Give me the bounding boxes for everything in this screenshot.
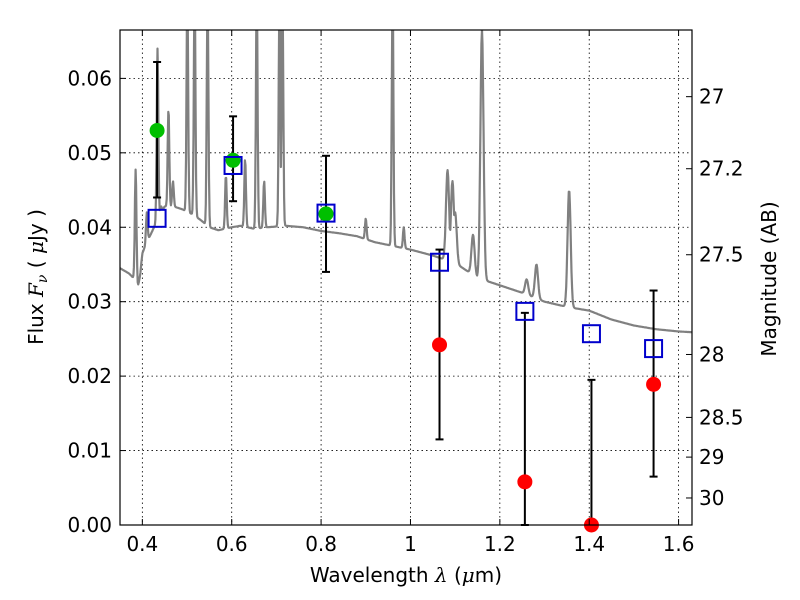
x-tick-label: 0.8 — [305, 532, 337, 556]
upper-point — [432, 337, 448, 353]
y-tick-label: 0.03 — [67, 290, 112, 314]
y2-tick-label: 27 — [699, 85, 724, 109]
model-point — [147, 208, 167, 228]
y-tick-label: 0.04 — [67, 215, 112, 239]
y2-tick-label: 27.2 — [699, 157, 744, 181]
marks-layer — [147, 61, 664, 533]
x-tick-label: 0.4 — [126, 532, 158, 556]
y2-tick-label: 28 — [699, 342, 724, 366]
detection-point — [149, 122, 165, 138]
spectrum-line — [120, 30, 692, 334]
y2-tick-label: 29 — [699, 445, 724, 469]
model-point — [430, 252, 450, 272]
grid — [120, 30, 692, 526]
x-tick-label: 1.2 — [484, 532, 516, 556]
model-point — [581, 324, 601, 344]
y-axis-label: Flux Fν ( μJy ) — [24, 209, 51, 345]
plot-frame — [119, 29, 693, 526]
detection-point — [318, 206, 334, 222]
x-tick-label: 1 — [404, 532, 417, 556]
plot-area — [120, 30, 692, 525]
x-axis-label: Wavelength λ (μm) — [310, 563, 502, 587]
y2-axis-label: Magnitude (AB) — [757, 201, 781, 356]
x-tick-label: 1.6 — [663, 532, 695, 556]
y-tick-label: 0.01 — [67, 439, 112, 463]
spectrum-layer — [120, 30, 692, 334]
x-tick-label: 0.6 — [216, 532, 248, 556]
upper-point — [517, 474, 533, 490]
x-tick-label: 1.4 — [573, 532, 605, 556]
y-tick-label: 0.00 — [67, 513, 112, 537]
y-tick-label: 0.02 — [67, 364, 112, 388]
model-point — [644, 339, 664, 359]
y2-tick-label: 30 — [699, 486, 724, 510]
detection-point — [225, 152, 241, 168]
y2-tick-label: 28.5 — [699, 405, 744, 429]
ticks-layer: 0.4 0.6 0.8 1 1.2 1.4 1.6 0.00 0.01 0.02 0.03 0.04 0… — [67, 30, 744, 556]
y2-tick-label: 27.5 — [699, 243, 744, 267]
upper-point — [646, 376, 662, 392]
model-point — [515, 301, 535, 321]
y-tick-label: 0.06 — [67, 66, 112, 90]
y-tick-label: 0.05 — [67, 141, 112, 165]
model-point — [223, 155, 243, 175]
model-point — [316, 203, 336, 223]
